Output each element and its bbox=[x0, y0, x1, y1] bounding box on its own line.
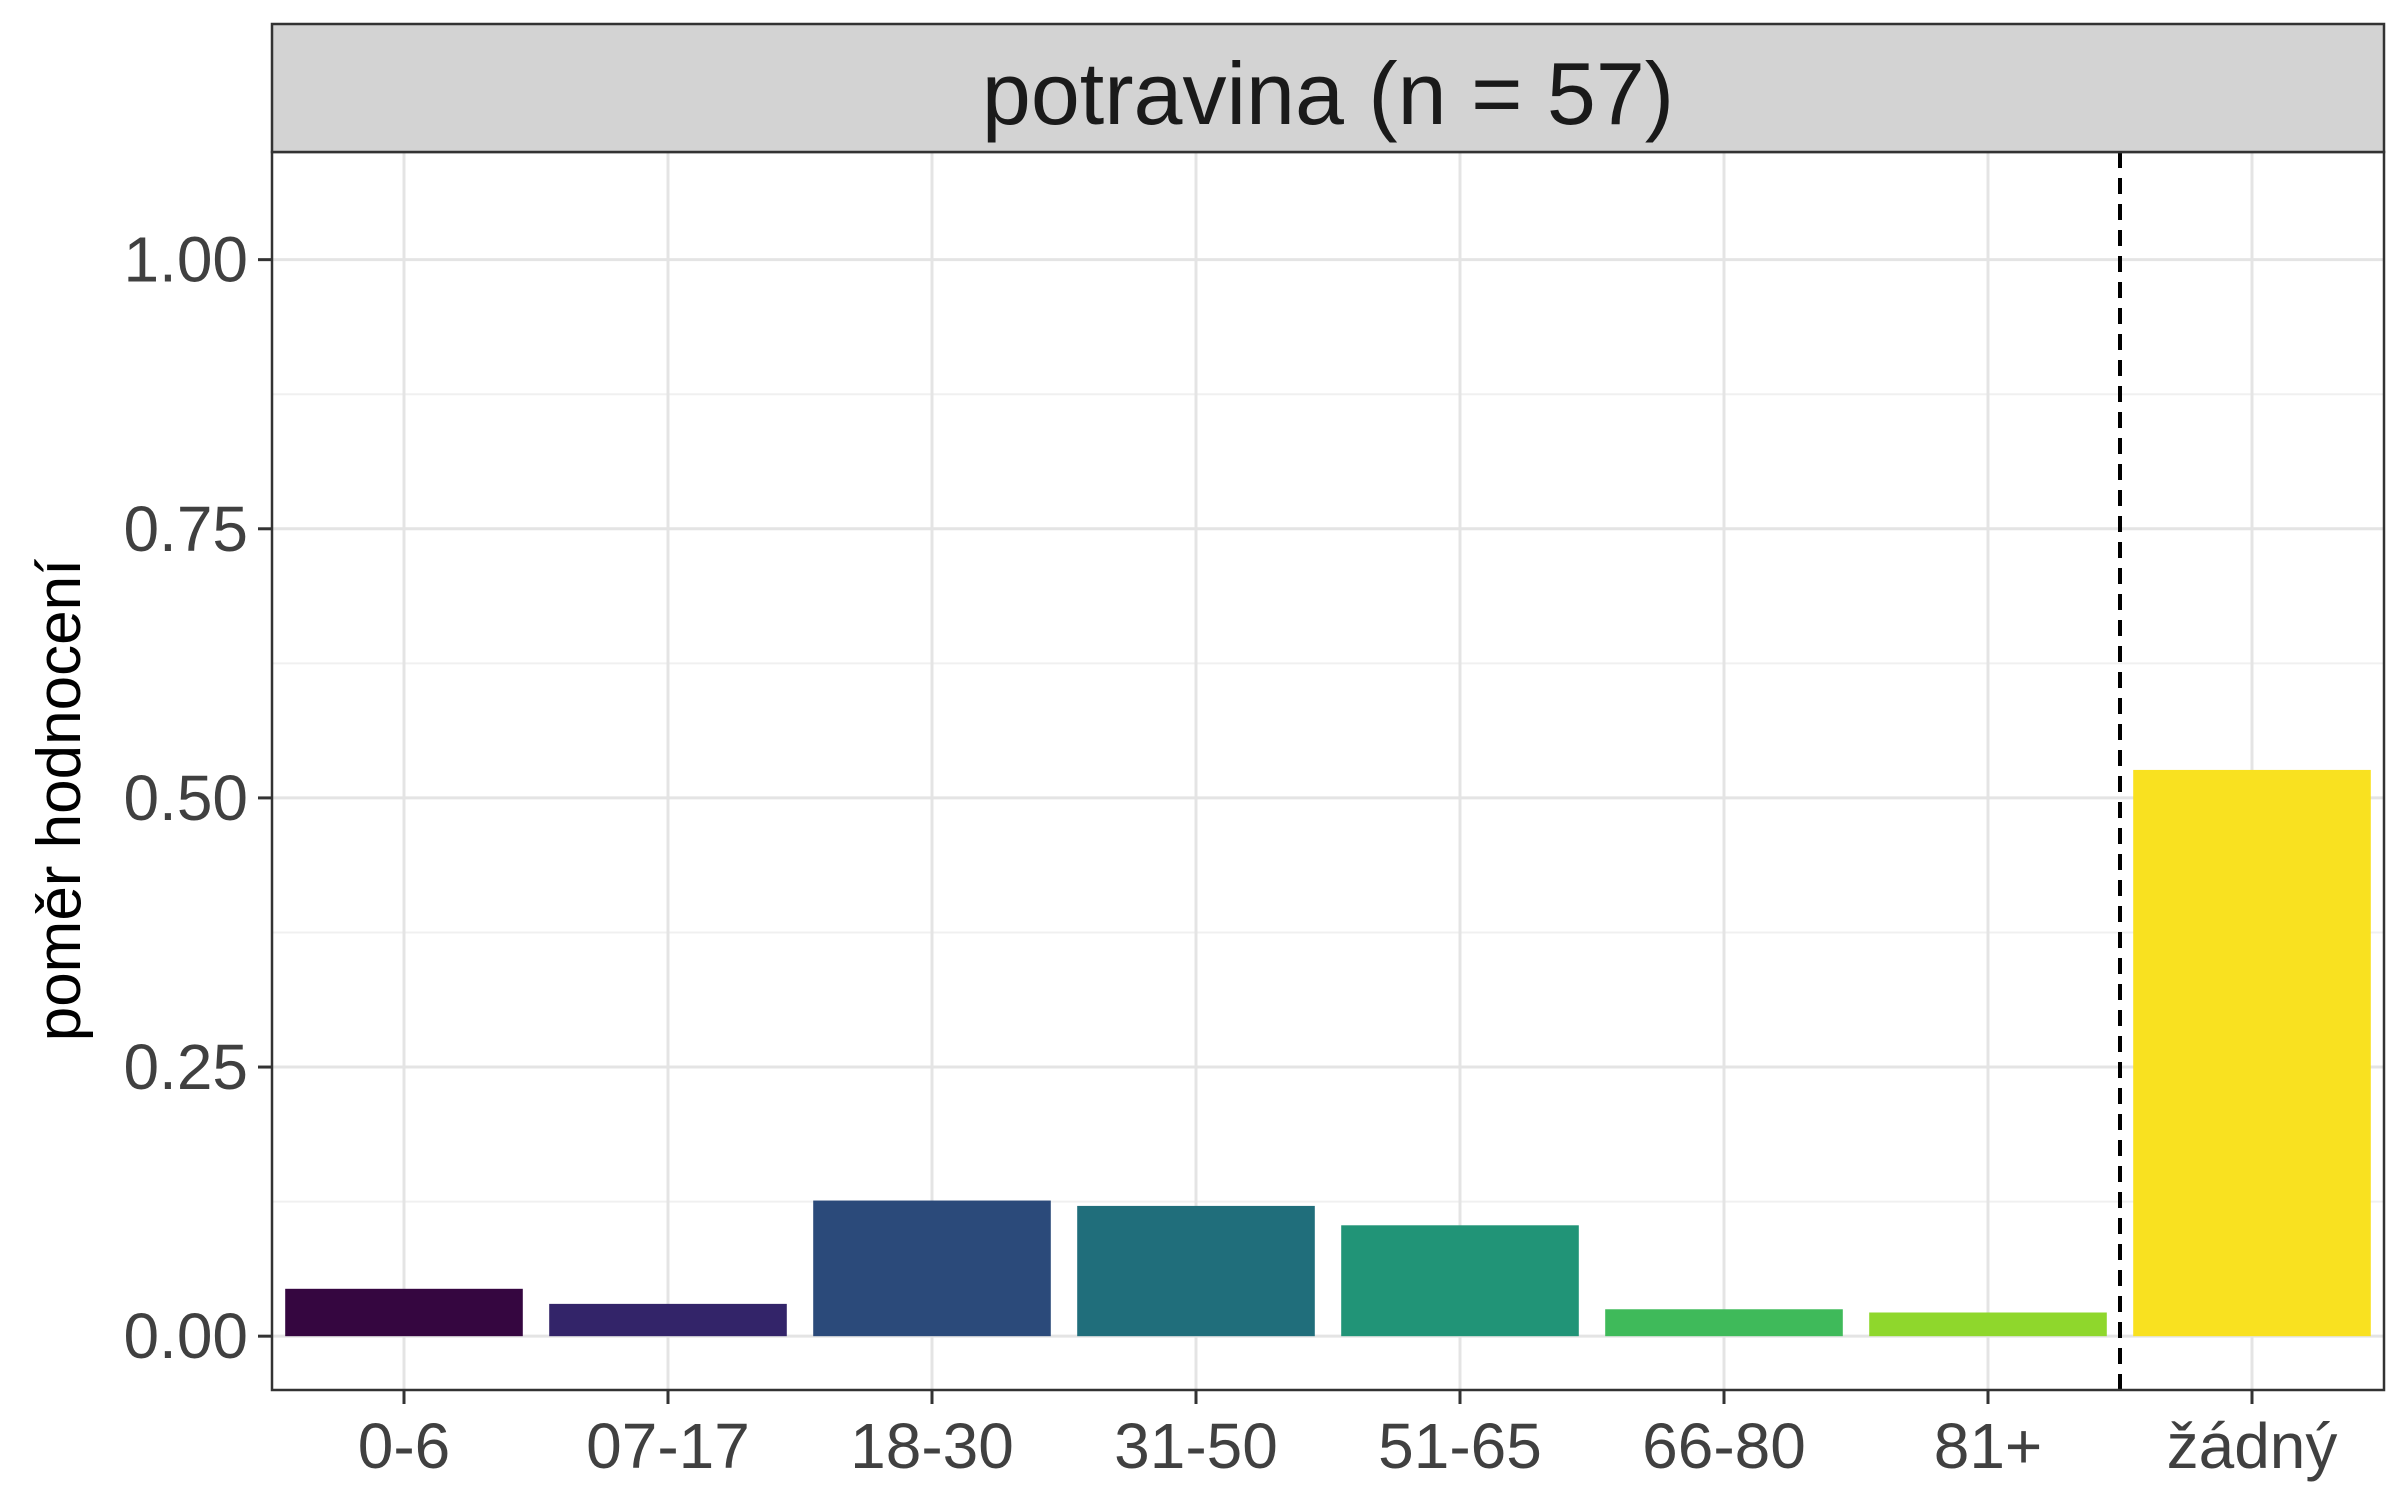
y-tick-label: 0.25 bbox=[123, 1031, 248, 1103]
chart-title: potravina (n = 57) bbox=[982, 44, 1674, 143]
x-tick-label: 66-80 bbox=[1642, 1410, 1806, 1482]
y-tick-label: 0.50 bbox=[123, 762, 248, 834]
bar-81+ bbox=[1869, 1312, 2107, 1337]
bar-18-30 bbox=[813, 1200, 1051, 1337]
y-tick-label: 0.00 bbox=[123, 1300, 248, 1372]
bar-žádný bbox=[2133, 769, 2371, 1337]
y-tick-label: 0.75 bbox=[123, 493, 248, 565]
x-tick-label: 07-17 bbox=[586, 1410, 750, 1482]
x-tick-label: 0-6 bbox=[358, 1410, 451, 1482]
y-tick-label: 1.00 bbox=[123, 224, 248, 296]
y-axis-label: poměr hodnocení bbox=[25, 559, 94, 1042]
bar-07-17 bbox=[549, 1303, 787, 1337]
x-tick-label: 51-65 bbox=[1378, 1410, 1542, 1482]
plot-panel bbox=[272, 152, 2384, 1390]
x-tick-label: 81+ bbox=[1934, 1410, 2043, 1482]
x-tick-label: žádný bbox=[2167, 1410, 2338, 1482]
x-tick-label: 18-30 bbox=[850, 1410, 1014, 1482]
bar-31-50 bbox=[1077, 1205, 1315, 1337]
bar-51-65 bbox=[1341, 1225, 1579, 1337]
x-tick-label: 31-50 bbox=[1114, 1410, 1278, 1482]
facet-strip bbox=[270, 22, 2386, 154]
bar-66-80 bbox=[1605, 1309, 1843, 1337]
bar-0-6 bbox=[285, 1288, 523, 1337]
